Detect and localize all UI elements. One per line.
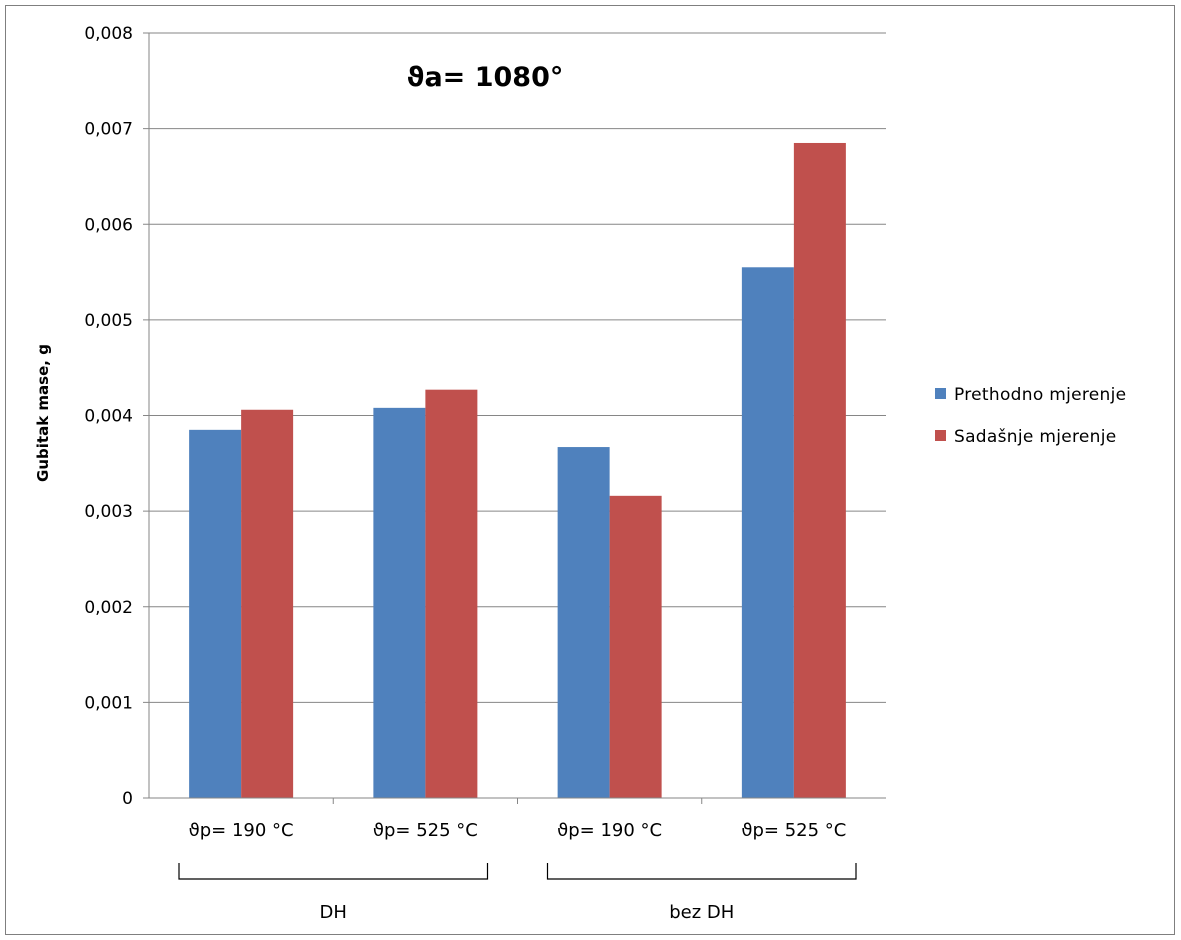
- chart-title: ϑa= 1080°: [407, 62, 564, 93]
- y-tick-label: 0,001: [84, 693, 133, 713]
- bar-chart: 0 0,001 0,002 0,003 0,004 0,005 0,006 0,007 0,00…: [34, 24, 1126, 923]
- y-tick-label: 0,008: [84, 24, 133, 44]
- legend-entry: Sadašnje mjerenje: [954, 427, 1117, 447]
- legend-swatch: [935, 388, 946, 399]
- y-tick-label: 0,003: [84, 502, 133, 522]
- bar: [741, 267, 794, 798]
- bar: [425, 389, 478, 798]
- y-tick-label: 0,002: [84, 598, 133, 618]
- y-axis-label: Gubitak mase, g: [34, 344, 52, 482]
- group-label: DH: [320, 902, 347, 923]
- group-bracket: [546, 863, 857, 880]
- bars: [189, 142, 846, 798]
- chart-area: 0 0,001 0,002 0,003 0,004 0,005 0,006 0,007 0,00…: [5, 5, 1175, 935]
- x-tick-label: ϑp= 190 °C: [189, 820, 294, 841]
- x-tick-label: ϑp= 190 °C: [557, 820, 662, 841]
- y-tick-label: 0: [122, 789, 133, 809]
- y-tick-label: 0,004: [84, 407, 133, 427]
- y-tick-label: 0,005: [84, 311, 133, 331]
- bar: [241, 409, 294, 798]
- y-tick-label: 0,006: [84, 215, 133, 235]
- legend-swatch: [935, 430, 946, 441]
- y-tick-label: 0,007: [84, 120, 133, 140]
- group-bracket: [178, 863, 489, 880]
- x-tick-label: ϑp= 525 °C: [741, 820, 846, 841]
- bar: [189, 429, 242, 798]
- legend: Prethodno mjerenje Sadašnje mjerenje: [935, 385, 1126, 447]
- bar: [373, 407, 426, 798]
- legend-entry: Prethodno mjerenje: [954, 385, 1126, 405]
- bar: [557, 447, 610, 798]
- bar: [793, 142, 846, 798]
- x-tick-label: ϑp= 525 °C: [373, 820, 478, 841]
- group-label: bez DH: [669, 902, 734, 923]
- bar: [609, 495, 662, 798]
- axes: 0 0,001 0,002 0,003 0,004 0,005 0,006 0,007 0,00…: [84, 24, 886, 923]
